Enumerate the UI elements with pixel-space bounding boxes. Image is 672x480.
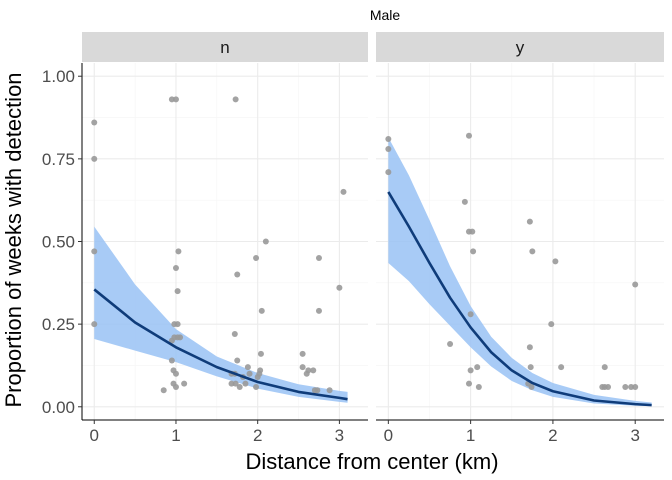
data-point: [236, 383, 243, 390]
data-point: [632, 281, 639, 288]
data-point: [461, 198, 468, 205]
data-point: [527, 364, 534, 371]
data-point: [605, 383, 612, 390]
data-point: [385, 169, 392, 176]
data-point: [172, 264, 179, 271]
x-tick-label: 2: [253, 426, 262, 445]
panels: n 0 1 2 3 0.00 0.25 0.50 0.75 1.00 y 0 1 2 3: [42, 32, 664, 445]
x-axis-title: Distance from center (km): [245, 449, 498, 474]
y-tick-label: 0.75: [42, 150, 75, 169]
data-point: [234, 271, 241, 278]
data-point: [470, 248, 477, 255]
data-point: [340, 188, 347, 195]
data-point: [469, 228, 476, 235]
y-axis-title: Proportion of weeks with detection: [1, 72, 26, 407]
data-point: [174, 288, 181, 295]
data-point: [234, 357, 241, 364]
data-point: [91, 119, 98, 126]
data-point: [246, 370, 253, 377]
confidence-ribbon: [388, 137, 652, 407]
data-point: [326, 387, 333, 394]
data-point: [91, 248, 98, 255]
data-point: [526, 218, 533, 225]
chart-title: Male: [370, 7, 401, 23]
data-point: [385, 145, 392, 152]
data-point: [315, 255, 322, 262]
data-point: [242, 380, 249, 387]
data-point: [467, 311, 474, 318]
data-point: [257, 350, 264, 357]
x-tick-label: 0: [90, 426, 99, 445]
data-point: [628, 383, 635, 390]
data-point: [529, 248, 536, 255]
panel-n: n 0 1 2 3 0.00 0.25 0.50 0.75 1.00: [42, 32, 368, 445]
data-point: [336, 284, 343, 291]
data-point: [447, 340, 454, 347]
data-point: [172, 96, 179, 103]
data-point: [160, 387, 167, 394]
data-point: [91, 155, 98, 162]
data-point: [552, 258, 559, 265]
x-tick-label: 1: [171, 426, 180, 445]
data-point: [172, 370, 179, 377]
y-tick-label: 1.00: [42, 67, 75, 86]
strip-background: [82, 32, 368, 62]
data-point: [168, 357, 175, 364]
panel-y: y 0 1 2 3: [376, 32, 664, 445]
data-point: [475, 383, 482, 390]
data-point: [528, 383, 535, 390]
data-point: [232, 380, 239, 387]
data-point: [601, 364, 608, 371]
data-point: [474, 364, 481, 371]
data-point: [526, 344, 533, 351]
y-tick-label: 0.50: [42, 233, 75, 252]
data-point: [465, 132, 472, 139]
data-point: [314, 387, 321, 394]
strip-label: n: [220, 38, 229, 57]
x-tick-label: 3: [630, 426, 639, 445]
y-tick-label: 0.00: [42, 398, 75, 417]
data-point: [181, 380, 188, 387]
data-point: [253, 255, 260, 262]
data-point: [244, 364, 251, 371]
data-point: [315, 307, 322, 314]
x-tick-label: 3: [335, 426, 344, 445]
data-point: [175, 248, 182, 255]
data-point: [231, 331, 238, 338]
data-point: [385, 136, 392, 143]
data-point: [622, 383, 629, 390]
data-point: [299, 364, 306, 371]
data-point: [632, 383, 639, 390]
fitted-line: [93, 288, 348, 401]
data-point: [299, 350, 306, 357]
data-point: [91, 321, 98, 328]
strip-label: y: [516, 38, 525, 57]
data-point: [257, 367, 264, 374]
data-point: [177, 334, 184, 341]
data-point: [174, 321, 181, 328]
y-tick-label: 0.25: [42, 315, 75, 334]
x-tick-label: 2: [548, 426, 557, 445]
data-point: [558, 364, 565, 371]
strip-background: [376, 32, 664, 62]
fitted-line: [387, 191, 652, 407]
data-point: [548, 321, 555, 328]
data-point: [232, 96, 239, 103]
x-tick-label: 1: [466, 426, 475, 445]
data-point: [262, 238, 269, 245]
data-point: [172, 383, 179, 390]
data-point: [310, 367, 317, 374]
data-point: [253, 383, 260, 390]
data-point: [258, 307, 265, 314]
data-point: [465, 380, 472, 387]
data-point: [305, 367, 312, 374]
data-point: [467, 367, 474, 374]
x-tick-label: 0: [384, 426, 393, 445]
